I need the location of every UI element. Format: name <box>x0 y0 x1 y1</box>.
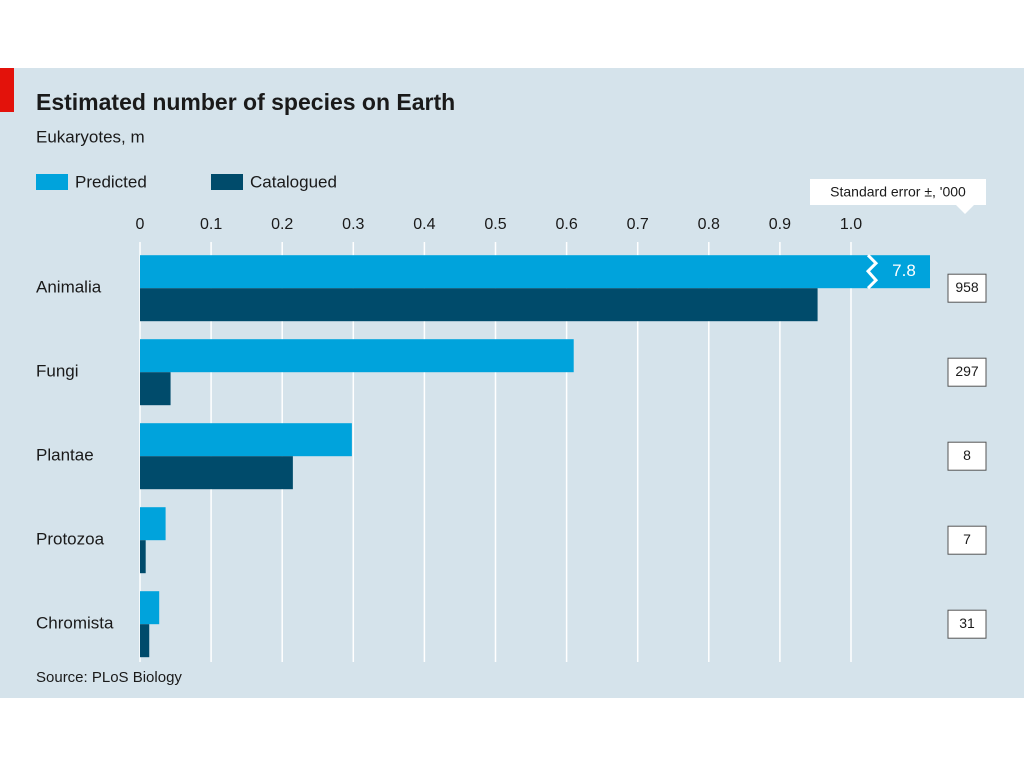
panel <box>0 68 1024 698</box>
bar <box>140 372 171 406</box>
se-header-label: Standard error ±, '000 <box>830 184 966 200</box>
se-box <box>947 357 987 387</box>
chart-subtitle: Eukaryotes, m <box>36 127 145 146</box>
bar <box>140 591 160 625</box>
x-tick-label: 0.4 <box>413 216 435 233</box>
y-tick-label: Chromista <box>36 614 114 633</box>
bar <box>140 255 930 289</box>
legend-swatch <box>36 174 68 190</box>
x-tick-label: 0.6 <box>555 216 577 233</box>
se-pointer <box>956 205 974 214</box>
se-box <box>947 525 987 555</box>
x-tick-label: 0 <box>136 216 145 233</box>
y-tick-label: Protozoa <box>36 530 105 549</box>
y-tick-label: Plantae <box>36 446 94 465</box>
red-tag <box>0 68 14 112</box>
se-value: 8 <box>963 447 971 463</box>
x-tick-label: 0.3 <box>342 216 364 233</box>
x-tick-label: 1.0 <box>840 216 862 233</box>
se-value: 31 <box>959 615 975 631</box>
se-box <box>947 441 987 471</box>
chart-title: Estimated number of species on Earth <box>36 89 455 115</box>
se-header-box <box>810 179 986 205</box>
legend-swatch <box>211 174 243 190</box>
se-value: 7 <box>963 531 971 547</box>
bar <box>140 507 166 541</box>
se-box <box>947 273 987 303</box>
se-value: 297 <box>955 363 979 379</box>
y-tick-label: Fungi <box>36 362 79 381</box>
se-box <box>947 609 987 639</box>
source: Source: PLoS Biology <box>36 669 182 686</box>
bar <box>140 456 293 490</box>
bar <box>140 288 818 322</box>
x-tick-label: 0.7 <box>627 216 649 233</box>
x-tick-label: 0.9 <box>769 216 791 233</box>
bar <box>140 624 150 658</box>
x-tick-label: 0.2 <box>271 216 293 233</box>
se-header: Standard error ±, '000 <box>810 179 986 214</box>
x-tick-label: 0.8 <box>698 216 720 233</box>
value-label: 7.8 <box>892 261 916 280</box>
bar <box>140 423 352 457</box>
se-value: 958 <box>955 279 979 295</box>
legend-label: Predicted <box>75 172 147 191</box>
bar <box>140 339 574 373</box>
x-tick-label: 0.1 <box>200 216 222 233</box>
axis-break <box>865 254 879 290</box>
bar <box>140 540 146 574</box>
y-tick-label: Animalia <box>36 278 102 297</box>
x-tick-label: 0.5 <box>484 216 506 233</box>
legend-label: Catalogued <box>250 172 337 191</box>
